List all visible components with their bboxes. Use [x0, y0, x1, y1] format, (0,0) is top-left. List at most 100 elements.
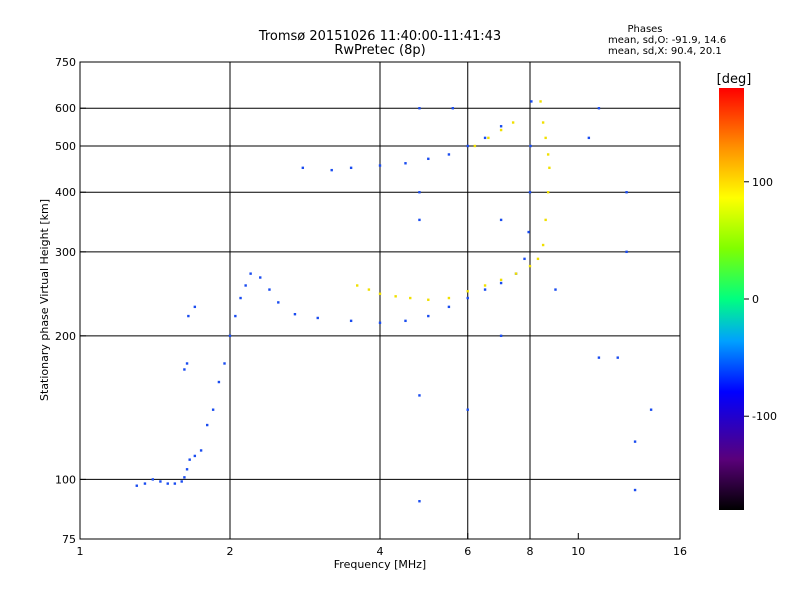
- data-point: [205, 423, 209, 427]
- data-point: [633, 440, 637, 443]
- data-point: [530, 100, 533, 103]
- data-point: [587, 136, 591, 140]
- colorbar-tick-label: -100: [752, 410, 777, 423]
- data-point: [427, 157, 430, 161]
- data-point: [523, 257, 526, 261]
- data-point: [514, 272, 518, 275]
- x-tick-label: 16: [673, 545, 687, 558]
- data-point: [528, 191, 532, 194]
- x-tick-label: 8: [527, 545, 534, 558]
- data-point: [554, 288, 557, 291]
- data-point: [418, 107, 421, 110]
- data-point: [418, 394, 421, 397]
- data-point: [649, 408, 653, 411]
- data-point: [541, 121, 545, 124]
- data-point: [135, 484, 138, 487]
- y-tick-label: 200: [55, 330, 76, 343]
- data-point: [499, 334, 503, 338]
- data-point: [418, 218, 421, 222]
- data-point: [239, 296, 242, 300]
- data-point: [409, 296, 412, 300]
- colorbar-label: [deg]: [717, 72, 752, 87]
- data-point: [427, 314, 430, 318]
- colorbar-tick-label: 0: [752, 293, 759, 306]
- data-point: [378, 292, 382, 295]
- data-point: [447, 153, 451, 156]
- data-point: [185, 362, 189, 365]
- data-point: [625, 250, 628, 254]
- colorbar: [719, 88, 744, 510]
- data-point: [418, 191, 421, 194]
- data-point: [316, 316, 319, 320]
- data-point: [143, 482, 147, 485]
- x-tick-label: 1: [77, 545, 84, 558]
- data-point: [193, 305, 197, 309]
- data-point: [293, 312, 297, 316]
- data-point: [527, 230, 530, 234]
- data-point: [544, 218, 547, 222]
- data-point: [277, 301, 280, 304]
- y-tick-label: 750: [55, 56, 76, 69]
- data-point: [427, 298, 430, 301]
- data-point: [268, 288, 271, 291]
- data-point: [499, 125, 503, 128]
- stats-heading: Phases: [627, 24, 662, 35]
- axis-ticks: 1 2 4 6 8 10 16 75 100 200 300 400 500 600 750: [55, 56, 687, 558]
- data-point: [499, 218, 503, 222]
- data-point: [418, 500, 421, 503]
- data-point: [529, 144, 532, 148]
- data-point: [466, 408, 469, 411]
- chart-subtitle: RwPretec (8p): [334, 43, 425, 58]
- colorbar-ticks: 100 0 -100: [744, 176, 777, 423]
- data-point: [404, 319, 407, 323]
- data-point: [185, 468, 189, 471]
- y-tick-label: 100: [55, 473, 76, 486]
- y-tick-label: 600: [55, 102, 76, 115]
- data-point: [183, 368, 186, 371]
- data-point: [193, 454, 197, 458]
- data-point: [244, 284, 247, 287]
- data-point: [483, 284, 487, 287]
- data-point: [349, 319, 353, 323]
- data-point: [404, 162, 407, 165]
- data-point: [223, 362, 226, 365]
- data-point: [541, 243, 545, 247]
- data-point: [159, 480, 162, 483]
- x-tick-label: 6: [464, 545, 471, 558]
- data-point: [249, 272, 252, 275]
- data-point: [597, 107, 601, 110]
- data-point: [483, 288, 487, 291]
- data-point: [499, 281, 503, 285]
- data-point: [528, 264, 532, 268]
- y-tick-label: 75: [62, 533, 76, 546]
- data-point: [217, 380, 221, 384]
- data-point: [378, 164, 382, 167]
- data-point: [625, 191, 628, 194]
- data-point: [447, 305, 451, 309]
- data-point: [301, 166, 305, 170]
- data-point: [183, 476, 186, 479]
- data-point: [211, 408, 215, 411]
- data-point: [536, 257, 540, 261]
- data-point: [546, 153, 550, 156]
- data-point: [546, 191, 550, 194]
- y-axis-label: Stationary phase Virtual Height [km]: [38, 199, 51, 401]
- data-point: [330, 168, 333, 172]
- data-point: [259, 276, 262, 279]
- x-tick-label: 2: [227, 545, 234, 558]
- data-point: [447, 296, 451, 300]
- chart-title: Tromsø 20151026 11:40:00-11:41:43: [258, 29, 501, 44]
- data-point: [633, 488, 637, 492]
- data-point: [367, 288, 371, 291]
- data-point: [539, 100, 542, 103]
- y-tick-label: 500: [55, 140, 76, 153]
- data-point: [355, 284, 359, 287]
- data-points: [135, 100, 653, 503]
- data-point: [466, 296, 469, 300]
- data-point: [451, 107, 455, 110]
- x-axis-label: Frequency [MHz]: [334, 558, 426, 571]
- colorbar-tick-label: 100: [752, 176, 773, 189]
- data-point: [199, 449, 203, 452]
- data-point: [173, 482, 177, 485]
